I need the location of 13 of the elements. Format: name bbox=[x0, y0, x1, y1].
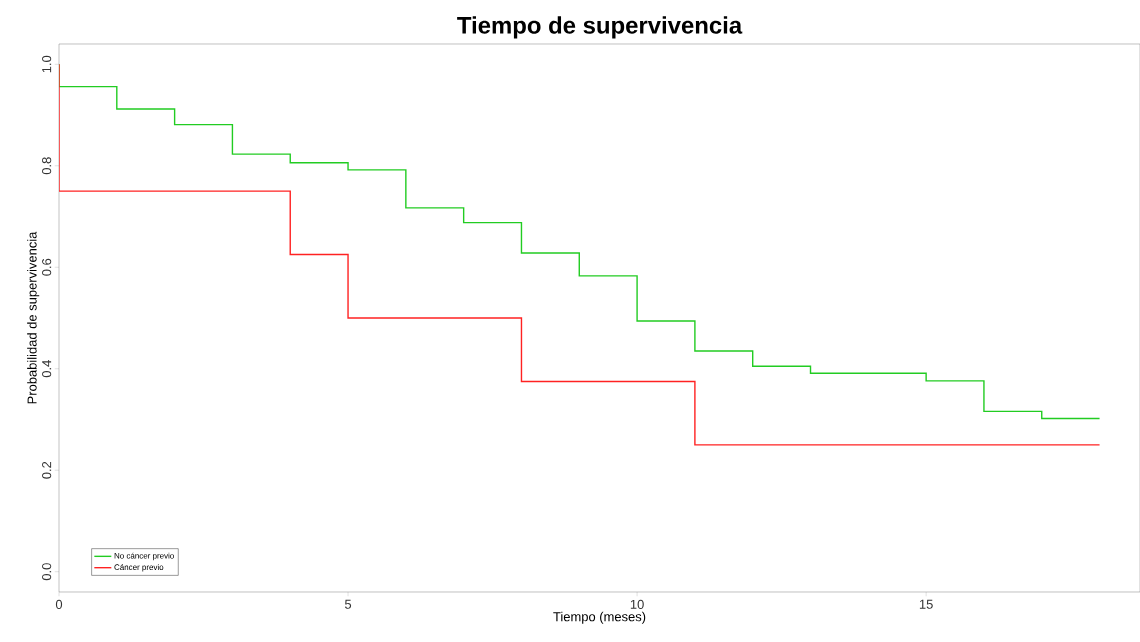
y-tick-label: 0.0 bbox=[42, 563, 52, 581]
x-tick-label: 10 bbox=[630, 599, 644, 609]
y-tick-label: 0.2 bbox=[42, 461, 52, 479]
chart-title: Tiempo de supervivencia bbox=[457, 16, 743, 39]
x-tick-label: 5 bbox=[344, 599, 352, 609]
x-tick-label: 15 bbox=[919, 599, 933, 609]
y-axis-title: Probabilidad de supervivencia bbox=[27, 231, 40, 404]
x-tick-label: 0 bbox=[55, 599, 63, 609]
y-tick-label: 0.6 bbox=[42, 258, 52, 276]
y-tick-label: 0.4 bbox=[42, 360, 52, 378]
y-tick-label: 0.8 bbox=[42, 157, 52, 175]
y-tick-label: 1.0 bbox=[42, 55, 52, 73]
x-axis-title: Tiempo (meses) bbox=[553, 611, 646, 624]
